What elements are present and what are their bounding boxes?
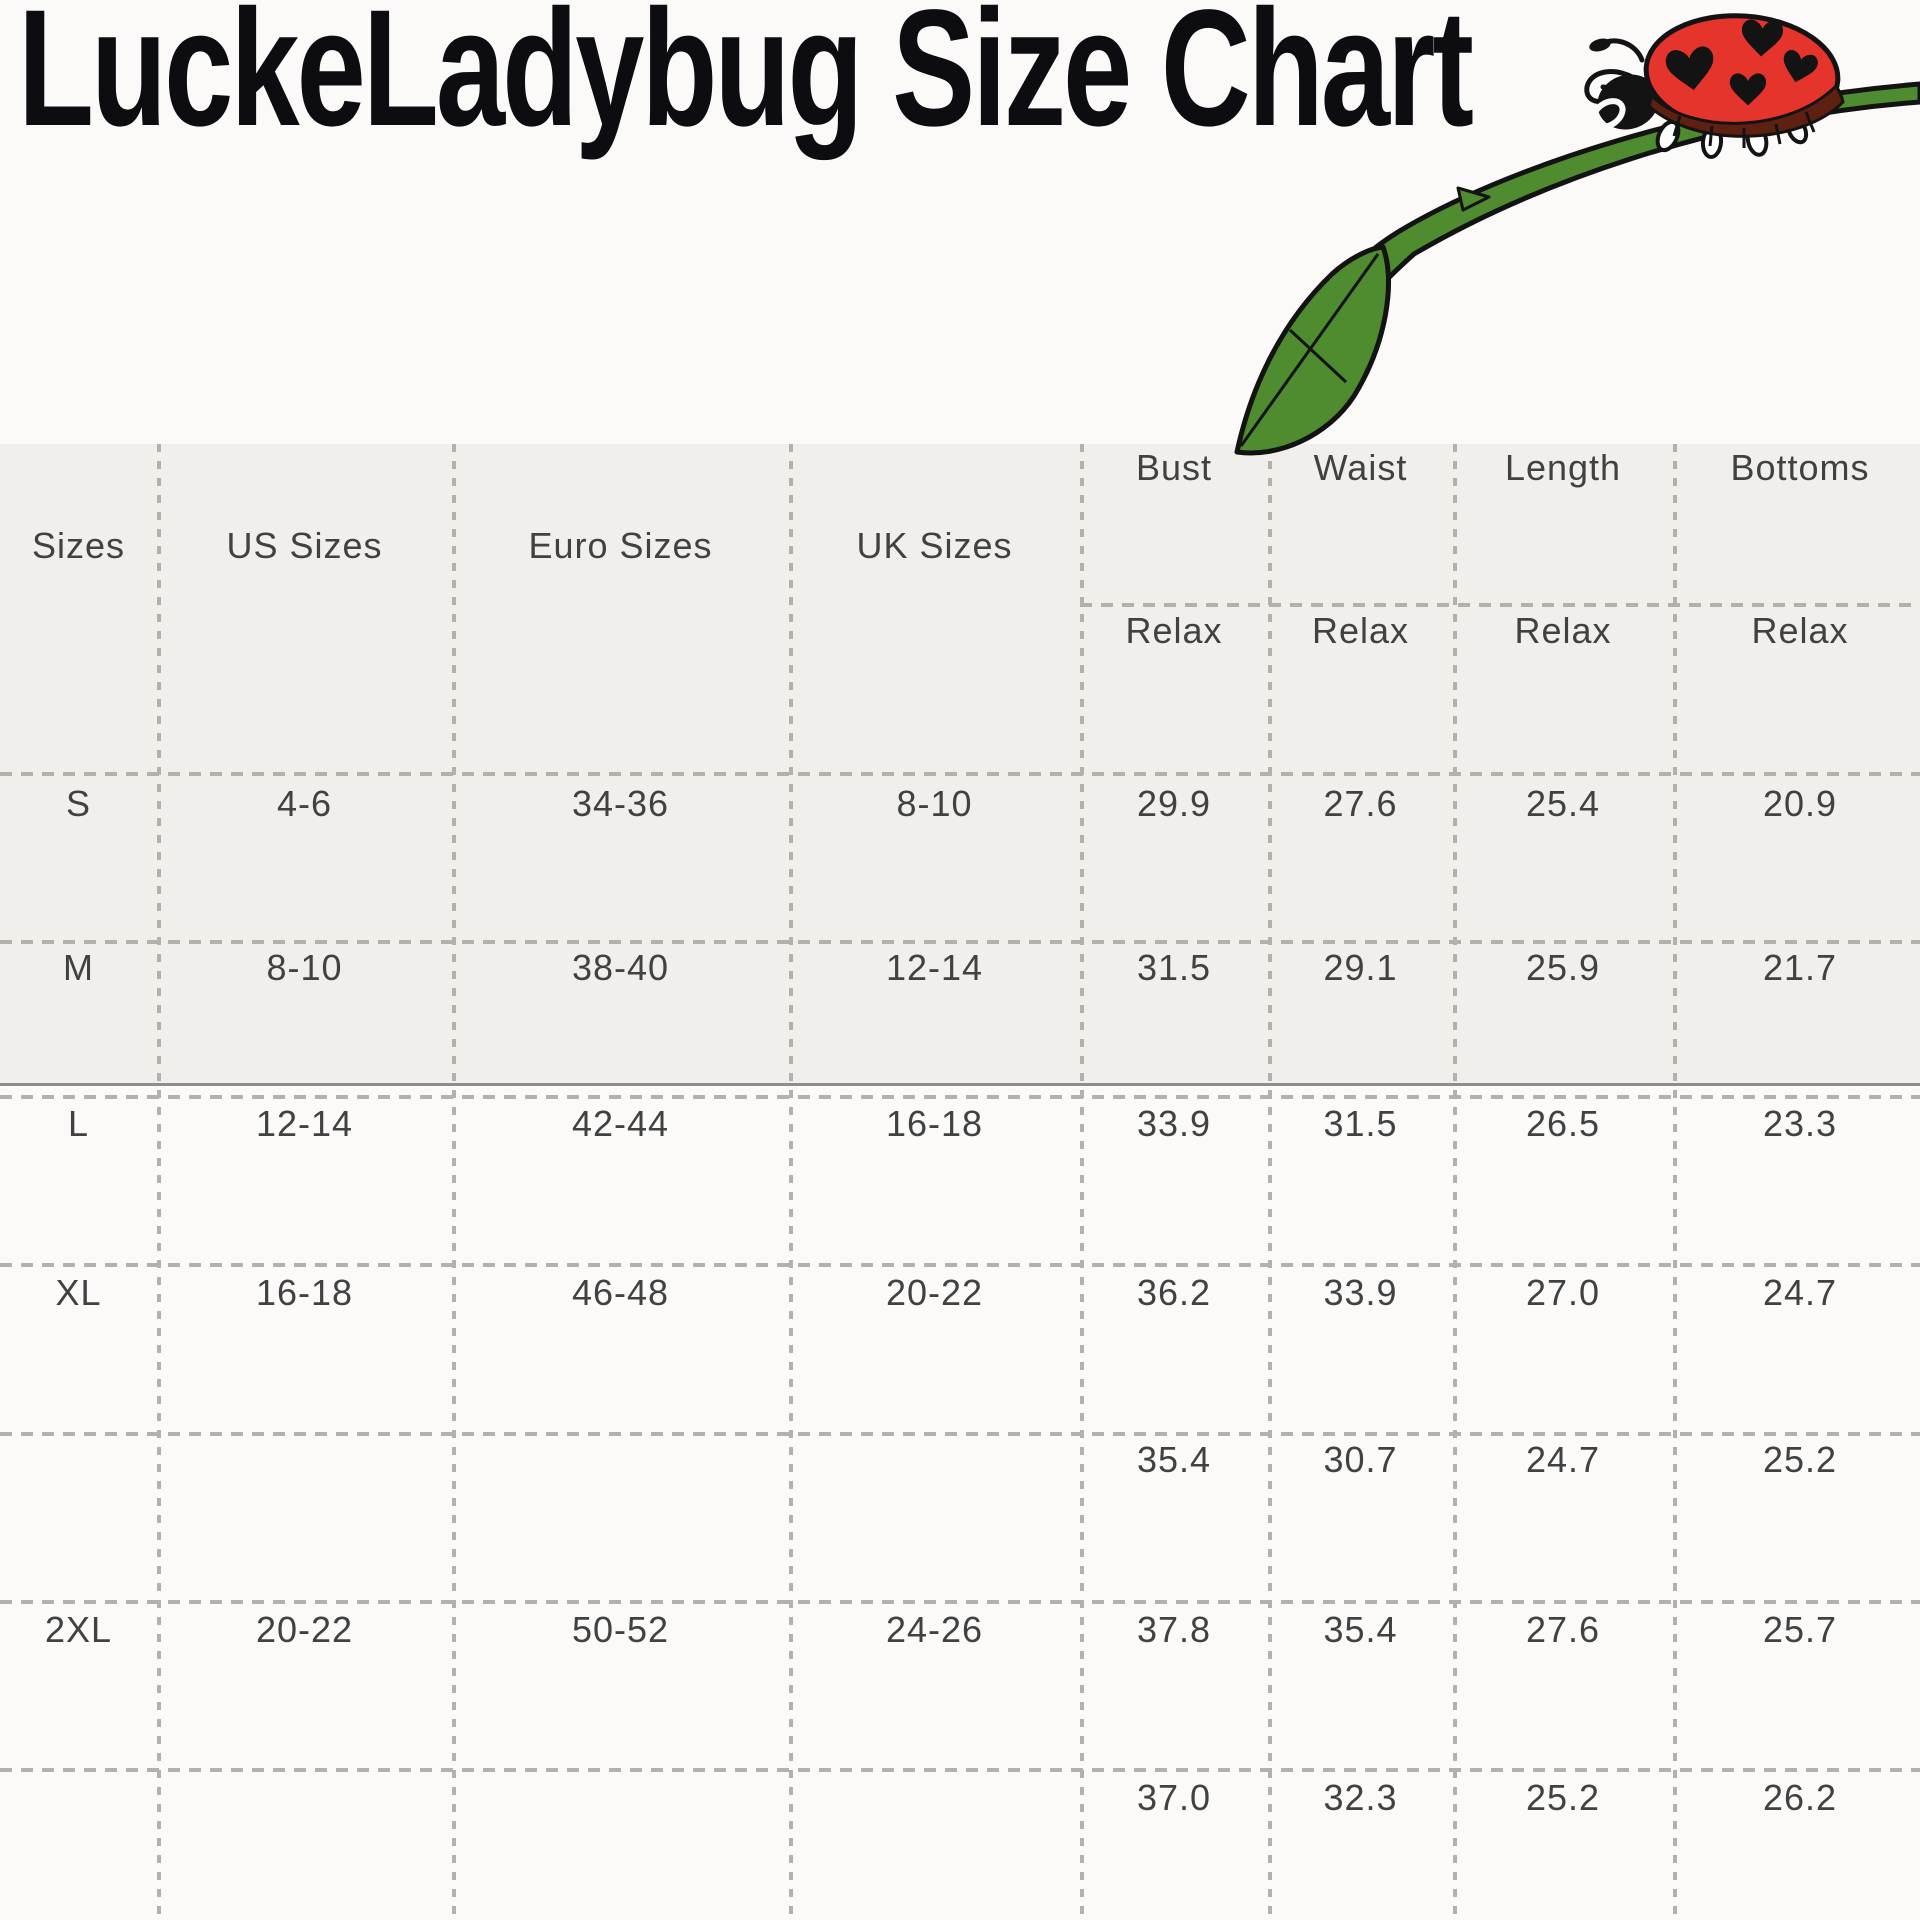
leaf-vein-icon: [1239, 253, 1380, 447]
grass-stem-notch-icon: [1798, 92, 1834, 117]
table-cell-size: M: [63, 947, 94, 988]
table-gridline-vertical: [1673, 444, 1677, 1920]
heart-spot-icon: [1665, 46, 1714, 91]
table-gridline-horizontal: [0, 1768, 1920, 1772]
table-cell-bust: 33.9: [1136, 1103, 1212, 1144]
table-cell-bottoms: 21.7: [1762, 947, 1838, 988]
table-cell-uk: 12-14: [885, 947, 984, 988]
table-cell-uk: 16-18: [885, 1103, 984, 1144]
table-cell-waist: 35.4: [1323, 1609, 1398, 1650]
ladybug-icon: [1584, 13, 1845, 159]
table-gridline-vertical: [452, 444, 456, 1920]
leaf-icon: [1234, 244, 1391, 456]
table-cell-length: 25.4: [1525, 783, 1601, 824]
table-gridline-horizontal: [0, 1600, 1920, 1604]
table-gridline-horizontal: [0, 1432, 1920, 1436]
table-gridline-vertical: [1453, 444, 1457, 1920]
table-cell-us: 12-14: [255, 1103, 354, 1144]
fit-label-length: Relax: [1514, 610, 1612, 651]
table-cell-waist: 33.9: [1323, 1272, 1398, 1313]
table-cell-waist: 29.1: [1323, 947, 1398, 988]
table-cell-us: 4-6: [276, 783, 333, 824]
table-cell-us: 8-10: [266, 947, 343, 988]
table-cell-euro: 34-36: [571, 783, 670, 824]
table-gridline-horizontal: [0, 1263, 1920, 1267]
table-cell-bottoms: 26.2: [1762, 1777, 1838, 1818]
table-gridline-horizontal: [0, 772, 1920, 776]
table-gridline-horizontal: [0, 940, 1920, 944]
table-cell-size: XL: [55, 1272, 102, 1313]
column-header-euro: Euro Sizes: [528, 525, 713, 566]
table-cell-length: 27.0: [1525, 1272, 1601, 1313]
grass-stem-notch-icon: [1456, 186, 1491, 212]
table-cell-length: 24.7: [1525, 1439, 1601, 1480]
table-header-band: [0, 444, 1920, 1083]
table-cell-waist: 32.3: [1323, 1777, 1398, 1818]
table-gridline-vertical: [1080, 444, 1084, 1920]
fit-label-bottoms: Relax: [1751, 610, 1849, 651]
column-header-waist: Waist: [1313, 447, 1408, 488]
table-cell-bottoms: 25.7: [1762, 1609, 1838, 1650]
table-cell-bust: 36.2: [1136, 1272, 1212, 1313]
table-cell-bust: 35.4: [1136, 1439, 1212, 1480]
table-gridline-horizontal: [1080, 603, 1920, 607]
column-header-bottoms: Bottoms: [1730, 447, 1870, 488]
table-cell-uk: 24-26: [885, 1609, 984, 1650]
column-header-length: Length: [1504, 447, 1622, 488]
table-cell-length: 25.2: [1525, 1777, 1601, 1818]
table-gridline-horizontal: [0, 1095, 1920, 1099]
column-header-bust: Bust: [1135, 447, 1213, 488]
heart-spot-icon: [1729, 73, 1767, 106]
column-header-sizes: Sizes: [31, 525, 126, 566]
table-gridline-vertical: [157, 444, 161, 1920]
heart-spot-icon: [1741, 19, 1783, 57]
table-cell-bottoms: 25.2: [1762, 1439, 1838, 1480]
table-cell-euro: 42-44: [571, 1103, 670, 1144]
table-cell-bust: 37.8: [1136, 1609, 1212, 1650]
table-cell-size: L: [67, 1103, 90, 1144]
table-cell-length: 26.5: [1525, 1103, 1601, 1144]
fit-label-waist: Relax: [1311, 610, 1410, 651]
table-cell-bottoms: 20.9: [1762, 783, 1838, 824]
table-cell-bottoms: 24.7: [1762, 1272, 1838, 1313]
fit-label-bust: Relax: [1125, 610, 1223, 651]
table-cell-waist: 30.7: [1323, 1439, 1398, 1480]
heart-spot-icon: [1783, 50, 1818, 83]
table-cell-uk: 8-10: [896, 783, 973, 824]
table-cell-bottoms: 23.3: [1762, 1103, 1838, 1144]
table-cell-euro: 50-52: [571, 1609, 670, 1650]
table-cell-waist: 31.5: [1323, 1103, 1398, 1144]
table-cell-bust: 37.0: [1136, 1777, 1212, 1818]
table-cell-size: S: [65, 783, 91, 824]
column-header-uk: UK Sizes: [856, 525, 1013, 566]
table-cell-waist: 27.6: [1323, 783, 1398, 824]
leaf-vein-icon: [1288, 328, 1348, 384]
table-cell-euro: 46-48: [571, 1272, 670, 1313]
table-cell-uk: 20-22: [885, 1272, 984, 1313]
table-gridline-vertical: [1268, 444, 1272, 1920]
table-cell-size: 2XL: [44, 1609, 113, 1650]
table-cell-length: 27.6: [1525, 1609, 1601, 1650]
table-cell-bust: 29.9: [1136, 783, 1212, 824]
table-cell-bust: 31.5: [1136, 947, 1212, 988]
page-title: LuckeLadybug Size Chart: [18, 0, 1474, 161]
table-divider-solid: [0, 1083, 1920, 1086]
table-cell-euro: 38-40: [571, 947, 670, 988]
table-gridline-vertical: [789, 444, 793, 1920]
table-cell-length: 25.9: [1525, 947, 1601, 988]
table-cell-us: 16-18: [255, 1272, 354, 1313]
column-header-us: US Sizes: [226, 525, 383, 566]
table-cell-us: 20-22: [255, 1609, 354, 1650]
